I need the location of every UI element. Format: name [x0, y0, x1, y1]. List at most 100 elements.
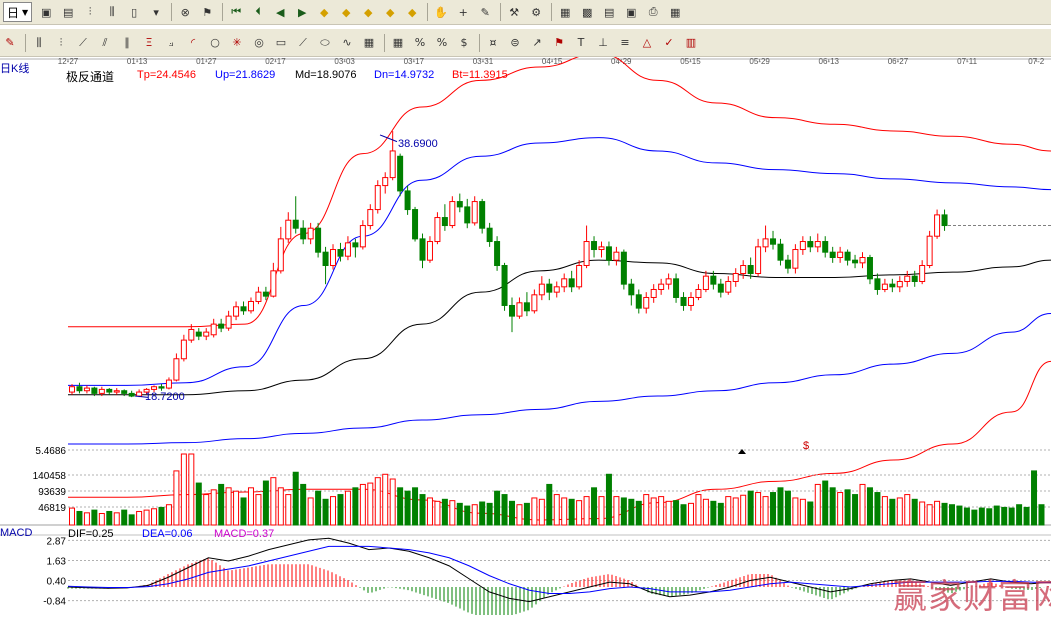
money-icon[interactable]: $	[460, 36, 468, 49]
dn-value: Dn=14.9732	[374, 69, 435, 81]
stock-chart[interactable]: 12-27 01-13 01-27 02-17 03-03 03-17 03-31 04-15…	[0, 53, 1051, 620]
candle-body	[412, 209, 419, 240]
mark-icon[interactable]: ✓	[664, 36, 674, 49]
text-icon[interactable]: T	[577, 36, 585, 49]
macd-tick-label: 0.40	[47, 577, 67, 588]
volume-bar	[210, 489, 217, 526]
candle-alt-icon[interactable]: ▯	[131, 5, 138, 19]
chart-area[interactable]: 12-27 01-13 01-27 02-17 03-03 03-17 03-31 04-15…	[0, 53, 1051, 620]
bar-icon[interactable]: ⫼	[109, 5, 115, 18]
ellipse-icon[interactable]: ⬭	[320, 35, 330, 49]
trend-icon[interactable]: ⟋	[79, 35, 87, 49]
gann-icon[interactable]: ✳	[232, 36, 242, 49]
triangle-icon[interactable]: △	[642, 36, 652, 49]
down-icon[interactable]: ◆	[385, 5, 395, 19]
window-icon[interactable]: ▣	[40, 5, 52, 19]
pen-icon[interactable]: ✎	[5, 36, 15, 49]
draw-icon[interactable]: ✎	[480, 5, 490, 19]
candle-icon[interactable]: ⫶	[88, 5, 92, 18]
volume-bar	[650, 497, 657, 526]
back-icon[interactable]: ◀	[275, 5, 285, 19]
circle-icon[interactable]: ○	[210, 36, 220, 49]
calendar-icon[interactable]: ▦	[559, 5, 571, 19]
grid-icon[interactable]: ▦	[669, 5, 681, 19]
left-icon[interactable]: ◆	[407, 5, 417, 19]
stat-icon[interactable]: ▥	[685, 36, 697, 49]
toolbar-separator	[479, 33, 480, 52]
prev-icon[interactable]: ⏴	[255, 5, 261, 18]
percent-icon[interactable]: %	[414, 36, 426, 49]
box-icon[interactable]: ▭	[275, 36, 287, 49]
candle-body	[195, 331, 202, 337]
flag-draw-icon[interactable]: ⚑	[554, 36, 564, 49]
channel-icon[interactable]: ⫽	[102, 35, 108, 49]
candle-body	[643, 296, 650, 309]
first-icon[interactable]: ⏮	[231, 5, 242, 18]
forward-icon[interactable]: ▶	[297, 5, 307, 19]
volume-bar	[814, 483, 821, 526]
parallel-icon[interactable]: ∥	[124, 36, 130, 49]
candle-body	[568, 278, 575, 288]
macd-value: MACD=0.37	[214, 528, 275, 540]
print-icon[interactable]: ⎙	[648, 5, 658, 18]
candle-body	[270, 270, 277, 297]
cross-icon[interactable]: +	[458, 5, 468, 19]
candle-body	[784, 259, 791, 269]
doc-icon[interactable]: ▤	[62, 5, 74, 19]
pct-icon[interactable]: %	[436, 36, 448, 49]
speed-icon[interactable]: ⟋	[299, 35, 307, 49]
arc-icon[interactable]: ◜	[190, 36, 196, 49]
grid-draw-icon[interactable]: ▦	[392, 36, 404, 49]
save-icon[interactable]: ▣	[625, 5, 637, 19]
notes-icon[interactable]: ▤	[603, 5, 615, 19]
dropdown-icon[interactable]: ▾	[153, 5, 159, 19]
tools-icon[interactable]: ⚒	[509, 5, 520, 19]
volume-bar	[419, 494, 426, 526]
volume-bar	[702, 498, 709, 526]
volume-bar	[136, 510, 143, 526]
candle-body	[926, 235, 933, 267]
indicator-name: 极反通道	[66, 70, 115, 84]
arrow-icon[interactable]: ↗	[532, 36, 542, 49]
hand-icon[interactable]: ✋	[434, 5, 449, 19]
candle-body	[322, 251, 329, 267]
candle-body	[158, 386, 165, 389]
candle-body	[494, 241, 501, 267]
calc-icon[interactable]: ▩	[581, 5, 593, 19]
candle-body	[262, 291, 269, 297]
candle-body	[113, 390, 120, 393]
line2-icon[interactable]: ≡	[620, 36, 630, 49]
volume-bar	[829, 487, 836, 526]
wave-icon[interactable]: ∿	[342, 36, 352, 49]
volume-bar	[620, 497, 627, 526]
vline-icon[interactable]: ⫶	[59, 35, 63, 49]
fan-icon[interactable]: ⟓	[168, 35, 174, 49]
cycle-icon[interactable]: ◎	[254, 36, 264, 49]
fib-icon[interactable]: Ξ	[145, 36, 153, 49]
rect-icon[interactable]: ▦	[363, 36, 375, 49]
period-dropdown[interactable]: 日 ▼	[3, 2, 33, 22]
gold-icon[interactable]: ⊜	[510, 36, 520, 49]
settings-icon[interactable]: ⚙	[531, 5, 542, 19]
volume-bar	[553, 494, 560, 526]
up-icon[interactable]: ◆	[363, 5, 373, 19]
volume-bar	[807, 501, 814, 526]
volume-bar	[576, 500, 583, 526]
candle-body	[770, 238, 777, 245]
axis-icon[interactable]: ⊥	[598, 36, 608, 49]
coin-icon[interactable]: ¤	[489, 36, 497, 49]
volume-bar	[188, 453, 195, 526]
zoom-in-icon[interactable]: ◆	[319, 5, 329, 19]
candle-body	[479, 201, 486, 229]
candle-body	[516, 302, 523, 317]
volume-bar	[673, 500, 680, 526]
hline-icon[interactable]: ⫼	[36, 35, 42, 49]
macd-tick-label: 1.63	[47, 557, 67, 568]
candle-body	[374, 185, 381, 211]
volume-bar	[359, 483, 366, 526]
clear-icon[interactable]: ⊗	[180, 5, 190, 19]
flag-icon[interactable]: ⚑	[202, 5, 213, 19]
volume-level-label: 5.4686	[35, 446, 66, 457]
toolbar-separator	[25, 33, 26, 52]
zoom-out-icon[interactable]: ◆	[341, 5, 351, 19]
